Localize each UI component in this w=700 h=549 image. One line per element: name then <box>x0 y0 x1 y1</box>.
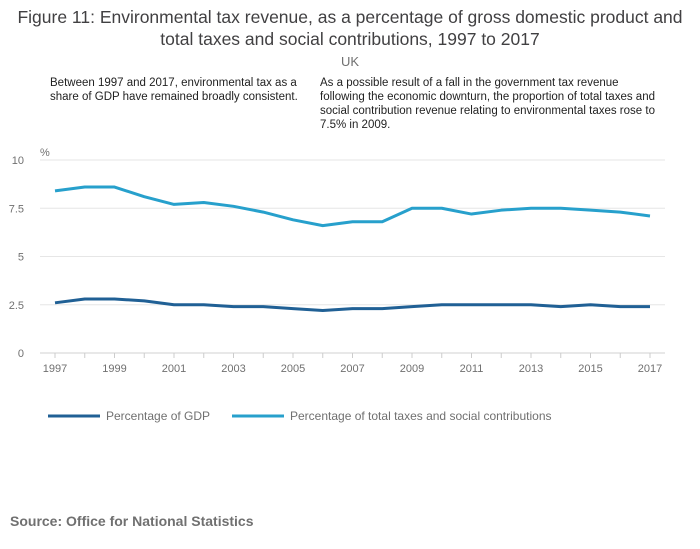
x-tick-label: 2013 <box>519 363 543 375</box>
annotation-2009: As a possible result of a fall in the go… <box>320 77 655 131</box>
x-tick-label: 2001 <box>162 363 186 375</box>
y-tick-label: 0 <box>18 348 24 360</box>
legend-label: Percentage of total taxes and social con… <box>290 409 552 423</box>
chart-title: Figure 11: Environmental tax revenue, as… <box>17 7 683 49</box>
legend-label: Percentage of GDP <box>106 409 210 423</box>
x-tick-label: 2015 <box>578 363 602 375</box>
x-tick-label: 2009 <box>400 363 424 375</box>
y-tick-label: 5 <box>18 252 24 264</box>
y-tick-label: 7.5 <box>9 203 24 215</box>
x-tick-label: 2017 <box>638 363 662 375</box>
x-tick-label: 1997 <box>43 363 67 375</box>
source-note: Source: Office for National Statistics <box>10 513 254 529</box>
y-tick-label: 2.5 <box>9 300 24 312</box>
x-tick-label: 2011 <box>460 363 484 375</box>
series-line-taxes <box>54 185 651 228</box>
x-tick-label: 1999 <box>102 363 126 375</box>
x-tick-label: 2005 <box>281 363 305 375</box>
x-tick-label: 2007 <box>340 363 364 375</box>
y-axis-unit: % <box>40 147 50 159</box>
chart-subtitle: UK <box>340 54 360 69</box>
series-line-gdp <box>54 297 650 313</box>
annotation-gdp: Between 1997 and 2017, environmental tax… <box>50 77 298 103</box>
y-tick-label: 10 <box>12 155 24 167</box>
x-tick-label: 2003 <box>221 363 245 375</box>
